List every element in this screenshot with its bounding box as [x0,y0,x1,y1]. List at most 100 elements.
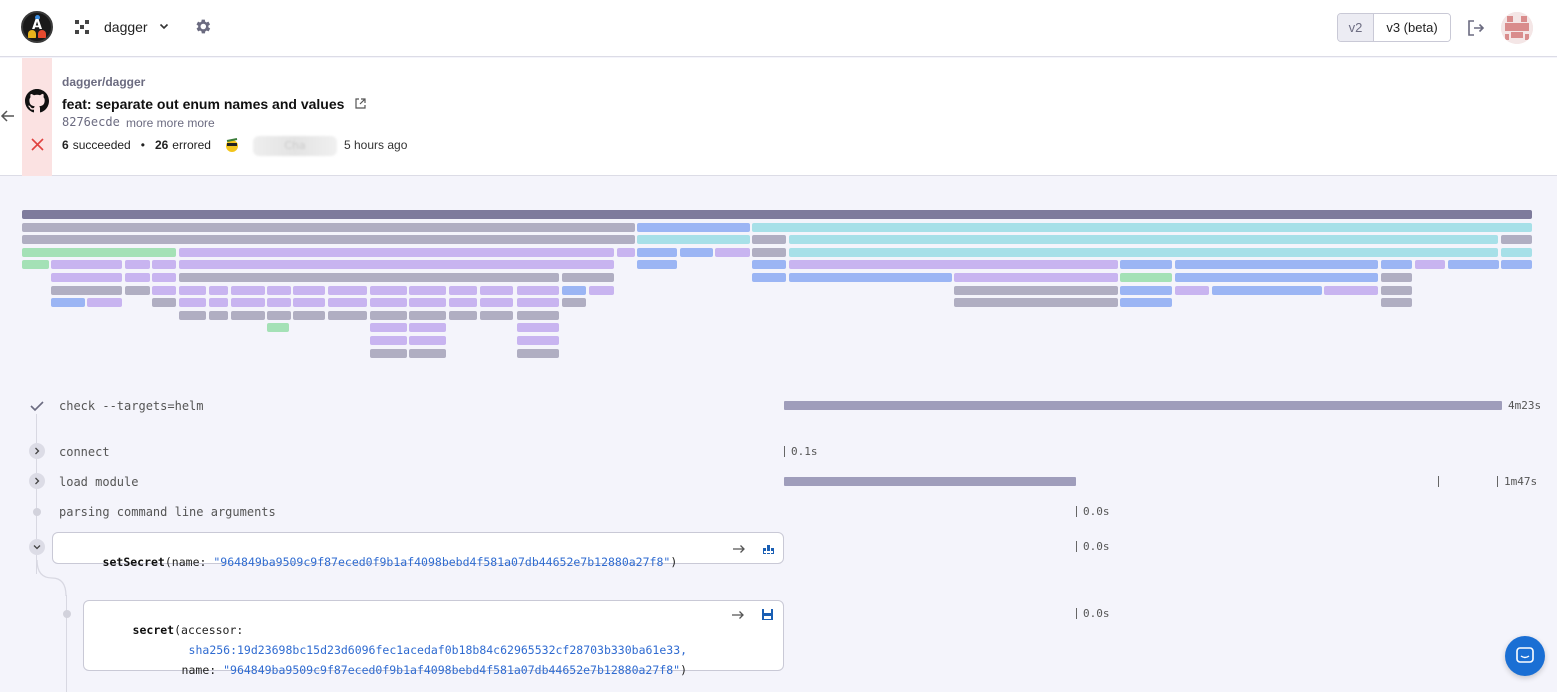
app-logo-icon[interactable]: A [21,11,53,43]
flame-bar[interactable] [517,285,559,295]
flame-bar[interactable] [152,260,176,270]
flame-bar[interactable] [789,247,1498,257]
flame-bar[interactable] [209,285,228,295]
flame-bar[interactable] [125,273,150,282]
flame-bar[interactable] [328,310,367,320]
flame-bar[interactable] [715,247,750,257]
back-arrow-icon[interactable] [0,108,16,124]
flame-bar[interactable] [22,235,635,245]
flame-bar[interactable] [1381,273,1412,282]
flame-bar[interactable] [517,323,559,333]
flame-bar[interactable] [87,298,122,308]
flame-bar[interactable] [517,336,559,345]
flame-bar[interactable] [22,260,49,270]
flame-bar[interactable] [231,285,265,295]
flame-bar[interactable] [152,285,176,295]
repo-name[interactable]: dagger/dagger [62,75,146,89]
avatar[interactable] [1501,12,1533,44]
external-link-icon[interactable] [354,97,367,110]
flame-bar[interactable] [1175,285,1209,295]
gear-icon[interactable] [193,17,212,36]
version-v3-button[interactable]: v3 (beta) [1374,14,1450,41]
flame-bar[interactable] [231,298,265,308]
flame-bar[interactable] [328,285,367,295]
flame-bar[interactable] [589,285,614,295]
flame-bar[interactable] [449,285,477,295]
flame-bar[interactable] [409,285,446,295]
flame-bar[interactable] [125,260,150,270]
flame-bar[interactable] [179,273,559,282]
flame-bar[interactable] [370,285,407,295]
flame-bar[interactable] [789,235,1498,245]
arrow-right-icon[interactable] [731,610,745,620]
commit-more-link[interactable]: more more more [126,116,215,130]
flame-bar[interactable] [152,298,176,308]
span-label[interactable]: load module [59,475,139,489]
flame-bar[interactable] [637,260,677,270]
flame-bar[interactable] [209,310,228,320]
flame-bar[interactable] [752,222,1532,232]
flame-bar[interactable] [517,310,559,320]
flame-bar[interactable] [370,348,407,358]
flame-bar[interactable] [51,260,122,270]
save-icon[interactable] [761,608,774,621]
arrow-right-icon[interactable] [732,544,746,554]
flame-bar[interactable] [409,348,446,358]
collapse-icon[interactable] [29,539,45,555]
flame-bar[interactable] [409,323,446,333]
flame-bar[interactable] [370,336,407,345]
flame-bar[interactable] [22,247,176,257]
flame-bar[interactable] [954,285,1118,295]
flame-bar[interactable] [517,348,559,358]
version-v2-button[interactable]: v2 [1338,14,1374,41]
flame-bar[interactable] [1175,260,1378,270]
commit-sha[interactable]: 8276ecde [62,115,120,129]
flame-bar[interactable] [1120,298,1172,308]
flame-bar[interactable] [22,210,1532,219]
expand-icon[interactable] [29,443,45,459]
flame-bar[interactable] [1212,285,1322,295]
flame-bar[interactable] [1448,260,1499,270]
flame-bar[interactable] [51,285,122,295]
logout-icon[interactable] [1466,18,1486,38]
flame-bar[interactable] [179,247,614,257]
flame-bar[interactable] [1175,273,1378,282]
flame-bar[interactable] [267,323,289,333]
flame-bar[interactable] [562,273,614,282]
flame-bar[interactable] [1501,235,1532,245]
flame-bar[interactable] [752,247,786,257]
flame-bar[interactable] [617,247,635,257]
flame-bar[interactable] [954,273,1118,282]
flame-bar[interactable] [293,298,325,308]
org-name[interactable]: dagger [104,19,148,35]
chat-button[interactable] [1505,636,1545,676]
flame-bar[interactable] [267,298,291,308]
flame-bar[interactable] [480,298,513,308]
flame-bar[interactable] [637,235,750,245]
flame-bar[interactable] [637,222,750,232]
flame-bar[interactable] [125,285,150,295]
flame-bar[interactable] [152,273,176,282]
flame-bar[interactable] [209,298,228,308]
flame-bar[interactable] [752,273,786,282]
span-label[interactable]: parsing command line arguments [59,505,276,519]
flame-bar[interactable] [480,285,513,295]
flame-bar[interactable] [51,273,122,282]
call-box-secret[interactable]: secret(accessor: sha256:19d23698bc15d23d… [83,600,784,677]
flame-bar[interactable] [789,273,952,282]
flame-bar[interactable] [370,298,407,308]
flame-bar[interactable] [517,298,559,308]
flame-bar[interactable] [179,260,614,270]
flame-bar[interactable] [1501,247,1532,257]
expand-icon[interactable] [29,473,45,489]
span-label[interactable]: connect [59,445,110,459]
flame-bar[interactable] [954,298,1118,308]
commit-title[interactable]: feat: separate out enum names and values [62,96,345,112]
flame-bar[interactable] [1120,260,1172,270]
flame-bar[interactable] [179,298,206,308]
flame-bar[interactable] [789,260,1118,270]
flame-bar[interactable] [293,310,325,320]
flame-bar[interactable] [179,310,206,320]
flame-bar[interactable] [1120,285,1172,295]
flame-bar[interactable] [409,310,446,320]
